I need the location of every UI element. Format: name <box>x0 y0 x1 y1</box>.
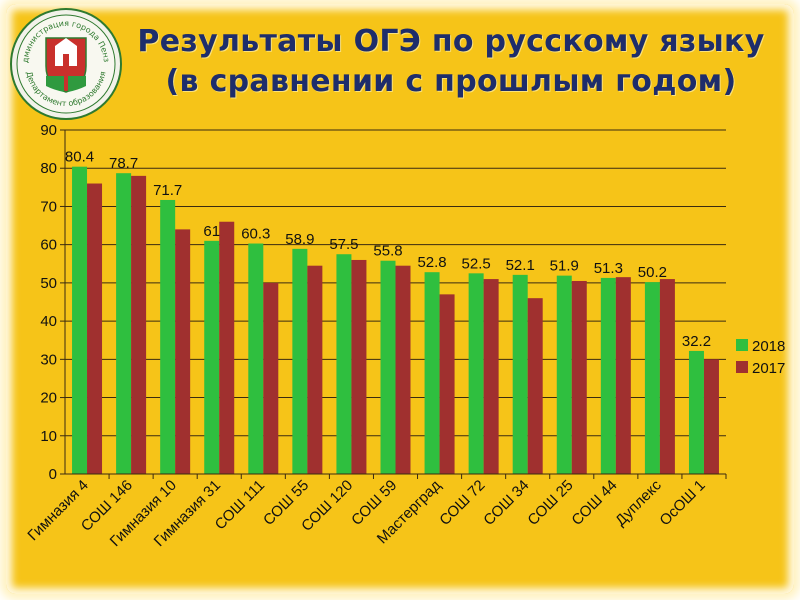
bar-2017 <box>571 280 587 474</box>
data-label: 55.8 <box>373 243 402 260</box>
data-label: 71.7 <box>153 182 182 199</box>
bar-2018 <box>556 275 572 474</box>
y-tick-label: 0 <box>49 466 57 483</box>
data-label: 60.3 <box>241 226 270 243</box>
category-label: СОШ 44 <box>568 477 620 529</box>
category-label: СОШ 34 <box>480 477 532 529</box>
bar-2018 <box>644 282 660 474</box>
bar-2018 <box>424 272 440 474</box>
bar-2018 <box>248 243 264 474</box>
data-label: 52.5 <box>462 255 491 272</box>
slide-background: Администрация города Пензы Департамент о… <box>6 4 794 594</box>
bar-2017 <box>703 359 719 474</box>
legend-swatch <box>736 339 748 351</box>
data-label: 61 <box>203 223 220 240</box>
legend-label: 2017 <box>752 360 785 377</box>
bar-2017 <box>263 282 279 474</box>
data-label: 51.9 <box>550 258 579 275</box>
y-tick-label: 60 <box>40 237 57 254</box>
bar-2018 <box>72 166 88 474</box>
bar-2018 <box>468 273 484 474</box>
bar-2018 <box>116 173 132 475</box>
category-label: Дуплекс <box>612 476 665 529</box>
title-line-1: Результаты ОГЭ по русскому языку <box>137 24 765 59</box>
bar-2018 <box>512 274 528 474</box>
data-label: 32.2 <box>682 333 711 350</box>
department-emblem-icon: Администрация города Пензы Департамент о… <box>6 4 122 120</box>
bar-2018 <box>380 260 396 474</box>
bar-2017 <box>307 265 323 474</box>
y-tick-label: 20 <box>40 390 57 407</box>
y-tick-label: 30 <box>40 351 57 368</box>
data-label: 78.7 <box>109 155 138 172</box>
legend-label: 2018 <box>752 338 785 355</box>
bar-2017 <box>615 277 631 474</box>
y-tick-label: 50 <box>40 275 57 292</box>
bar-2017 <box>131 175 147 474</box>
title-line-2: (в сравнении с прошлым годом) <box>165 64 737 99</box>
data-label: 51.3 <box>594 260 623 277</box>
category-label: ОсОШ 1 <box>656 477 708 529</box>
bar-2017 <box>351 259 367 474</box>
legend-swatch <box>736 361 748 373</box>
bar-2018 <box>336 254 352 474</box>
data-label: 58.9 <box>285 231 314 248</box>
category-label: СОШ 72 <box>436 477 488 529</box>
bar-2017 <box>659 279 675 474</box>
bar-2018 <box>600 277 616 474</box>
bar-2018 <box>160 199 176 475</box>
y-tick-label: 10 <box>40 428 57 445</box>
bar-2017 <box>87 183 103 474</box>
data-label: 52.8 <box>417 254 446 271</box>
bar-2017 <box>219 221 235 474</box>
bar-2018 <box>688 350 704 474</box>
bar-2018 <box>204 240 220 474</box>
bar-chart: 0 10 20 30 40 50 60 70 80 90 80.4 Гимназия 4 78.7 СОШ… <box>24 122 785 550</box>
y-tick-label: 40 <box>40 313 57 330</box>
y-tick-label: 70 <box>40 198 57 215</box>
bar-2017 <box>439 294 455 474</box>
category-label: СОШ 25 <box>524 477 576 529</box>
category-label: Гимназия 4 <box>24 477 91 544</box>
bar-2018 <box>292 248 308 474</box>
bar-2017 <box>483 279 499 474</box>
data-label: 52.1 <box>506 257 535 274</box>
y-tick-label: 90 <box>40 122 57 139</box>
data-label: 57.5 <box>329 236 358 253</box>
bar-2017 <box>527 298 543 474</box>
data-label: 50.2 <box>638 264 667 281</box>
y-tick-label: 80 <box>40 160 57 177</box>
bar-2017 <box>175 229 191 474</box>
slide-title: Результаты ОГЭ по русскому языку (в срав… <box>126 22 776 102</box>
data-label: 80.4 <box>65 149 94 166</box>
bar-2017 <box>395 265 411 474</box>
